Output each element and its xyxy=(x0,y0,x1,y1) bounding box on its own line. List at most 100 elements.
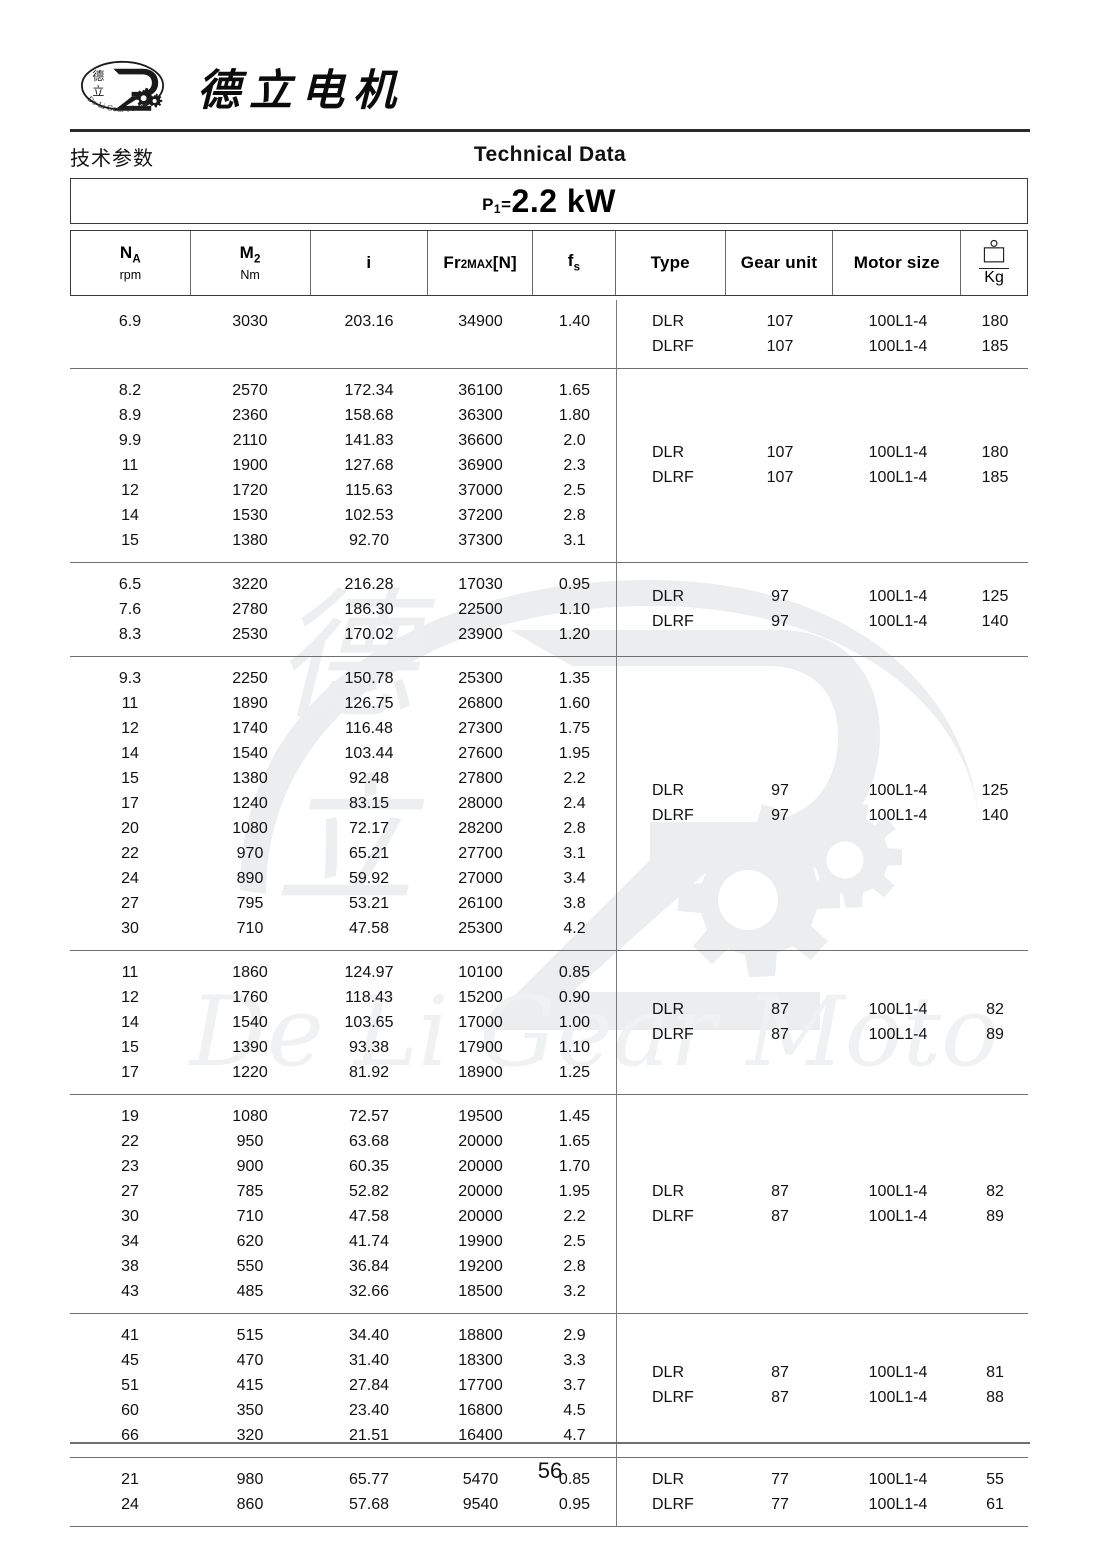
table-group-ratings: 41 515 34.40 18800 2.9 45 470 31.40 18300 3.3 51 41… xyxy=(70,1314,616,1457)
cell-i: 65.21 xyxy=(348,844,390,862)
cell-fs: 1.95 xyxy=(558,1182,591,1200)
cell-fr: 34900 xyxy=(458,312,503,330)
cell-i: 47.58 xyxy=(348,1207,390,1225)
cell-type: DLRF xyxy=(652,1495,694,1513)
cell-i: 31.40 xyxy=(348,1351,390,1369)
cell-m2: 1380 xyxy=(232,531,268,549)
table-row: 30 710 47.58 25300 4.2 xyxy=(70,916,616,941)
cell-na: 8.3 xyxy=(118,625,142,643)
cell-i: 116.48 xyxy=(345,719,393,737)
section-title-cn: 技术参数 xyxy=(70,146,154,170)
cell-fr: 37200 xyxy=(458,506,503,524)
cell-m2: 3030 xyxy=(232,312,268,330)
cell-type: DLR xyxy=(652,1364,685,1381)
cell-fs: 1.40 xyxy=(558,312,591,330)
cell-fr: 18900 xyxy=(458,1063,503,1081)
cell-na: 9.3 xyxy=(118,669,142,687)
table-row: 66 320 21.51 16400 4.7 xyxy=(70,1423,616,1448)
table-group-variants: DLR 87 100L1-4 82 DLRF 87 100L1-4 89 xyxy=(616,951,1028,1094)
cell-motor: 100L1-4 xyxy=(868,588,928,605)
cell-type: DLRF xyxy=(652,1389,694,1406)
cell-fr: 26800 xyxy=(458,694,503,712)
cell-fr: 16800 xyxy=(458,1401,503,1419)
cell-fs: 3.7 xyxy=(563,1376,586,1394)
variant-row: DLR 97 100L1-4 125 xyxy=(616,585,1028,610)
table-row: 12 1740 116.48 27300 1.75 xyxy=(70,716,616,741)
cell-i: 27.84 xyxy=(348,1376,390,1394)
cell-na: 24 xyxy=(121,1495,139,1513)
cell-fs: 1.80 xyxy=(558,406,591,424)
cell-fr: 20000 xyxy=(458,1157,503,1175)
variant-row: DLR 107 100L1-4 180 xyxy=(616,309,1028,334)
cell-type: DLR xyxy=(652,1470,685,1488)
cell-fr: 10100 xyxy=(458,963,503,981)
cell-fs: 3.8 xyxy=(563,894,586,912)
cell-gear: 77 xyxy=(771,1470,789,1488)
table-group: 9.3 2250 150.78 25300 1.35 11 1890 126.75 26800 1… xyxy=(70,657,1028,951)
column-header-fs: fs xyxy=(533,231,616,295)
cell-fs: 1.95 xyxy=(558,744,591,762)
cell-i: 47.58 xyxy=(348,919,390,937)
cell-na: 23 xyxy=(121,1157,139,1175)
cell-fs: 0.90 xyxy=(558,988,591,1006)
table-group-ratings: 21 980 65.77 5470 0.85 24 860 57.68 9540 0.95 xyxy=(70,1458,616,1526)
table-group: 41 515 34.40 18800 2.9 45 470 31.40 18300 3.3 51 41… xyxy=(70,1314,1028,1458)
cell-fs: 1.45 xyxy=(558,1107,591,1125)
cell-m2: 860 xyxy=(236,1495,264,1513)
cell-m2: 1240 xyxy=(232,794,268,812)
cell-na: 15 xyxy=(121,769,139,787)
table-row: 11 1860 124.97 10100 0.85 xyxy=(70,960,616,985)
variant-row: DLRF 77 100L1-4 61 xyxy=(616,1492,1028,1517)
table-group-ratings: 6.5 3220 216.28 17030 0.95 7.6 2780 186.30 22500… xyxy=(70,563,616,656)
column-header-m2-unit: Nm xyxy=(240,267,260,282)
cell-kg: 125 xyxy=(981,588,1009,605)
power-value: 2.2 kW xyxy=(511,183,616,219)
variant-row: DLRF 97 100L1-4 140 xyxy=(616,610,1028,635)
cell-fs: 3.1 xyxy=(563,844,586,862)
cell-gear: 107 xyxy=(766,337,794,355)
cell-fs: 1.00 xyxy=(558,1013,591,1031)
cell-m2: 785 xyxy=(236,1182,264,1200)
cell-fs: 1.65 xyxy=(558,1132,591,1150)
cell-gear: 107 xyxy=(766,444,794,461)
cell-i: 41.74 xyxy=(348,1232,390,1250)
column-header-na-unit: rpm xyxy=(119,267,142,282)
table-group-inner: 6.5 3220 216.28 17030 0.95 7.6 2780 186.30 22500… xyxy=(70,563,1028,656)
cell-na: 15 xyxy=(121,531,139,549)
table-row: 14 1540 103.65 17000 1.00 xyxy=(70,1010,616,1035)
cell-m2: 2530 xyxy=(232,625,268,643)
cell-i: 103.65 xyxy=(344,1013,394,1031)
cell-type: DLRF xyxy=(652,1207,694,1225)
table-row: 17 1240 83.15 28000 2.4 xyxy=(70,791,616,816)
variant-row: DLRF 87 100L1-4 88 xyxy=(616,1386,1028,1411)
table-row: 45 470 31.40 18300 3.3 xyxy=(70,1348,616,1373)
table-group-inner: 19 1080 72.57 19500 1.45 22 950 63.68 20000 1.65 2… xyxy=(70,1095,1028,1313)
cell-i: 59.92 xyxy=(348,869,390,887)
cell-fr: 9540 xyxy=(462,1495,499,1513)
cell-na: 51 xyxy=(121,1376,139,1394)
cell-gear: 87 xyxy=(771,1364,789,1381)
cell-m2: 3220 xyxy=(232,575,268,593)
cell-na: 12 xyxy=(121,719,139,737)
cell-m2: 320 xyxy=(236,1426,264,1444)
cell-type: DLRF xyxy=(652,1026,694,1043)
cell-m2: 950 xyxy=(236,1132,264,1150)
cell-kg: 185 xyxy=(981,337,1009,355)
variant-row: DLRF 107 100L1-4 185 xyxy=(616,334,1028,359)
cell-type: DLRF xyxy=(652,613,694,630)
table-row: 15 1380 92.48 27800 2.2 xyxy=(70,766,616,791)
cell-m2: 890 xyxy=(236,869,264,887)
cell-motor: 100L1-4 xyxy=(868,1207,928,1225)
cell-m2: 795 xyxy=(236,894,264,912)
cell-gear: 77 xyxy=(771,1495,789,1513)
cell-fs: 0.85 xyxy=(558,963,591,981)
table-row: 23 900 60.35 20000 1.70 xyxy=(70,1154,616,1179)
cell-fs: 2.8 xyxy=(563,506,586,524)
cell-fs: 2.8 xyxy=(563,1257,586,1275)
table-row: 15 1380 92.70 37300 3.1 xyxy=(70,528,616,553)
table-groups-container: 6.9 3030 203.16 34900 1.40 DLR 107 100L1-4 180 DL… xyxy=(70,300,1028,1527)
logo-char-top: 德 xyxy=(92,69,104,83)
table-group-inner: 6.9 3030 203.16 34900 1.40 DLR 107 100L1-4 180 DL… xyxy=(70,300,1028,368)
cell-kg: 82 xyxy=(986,1001,1004,1018)
